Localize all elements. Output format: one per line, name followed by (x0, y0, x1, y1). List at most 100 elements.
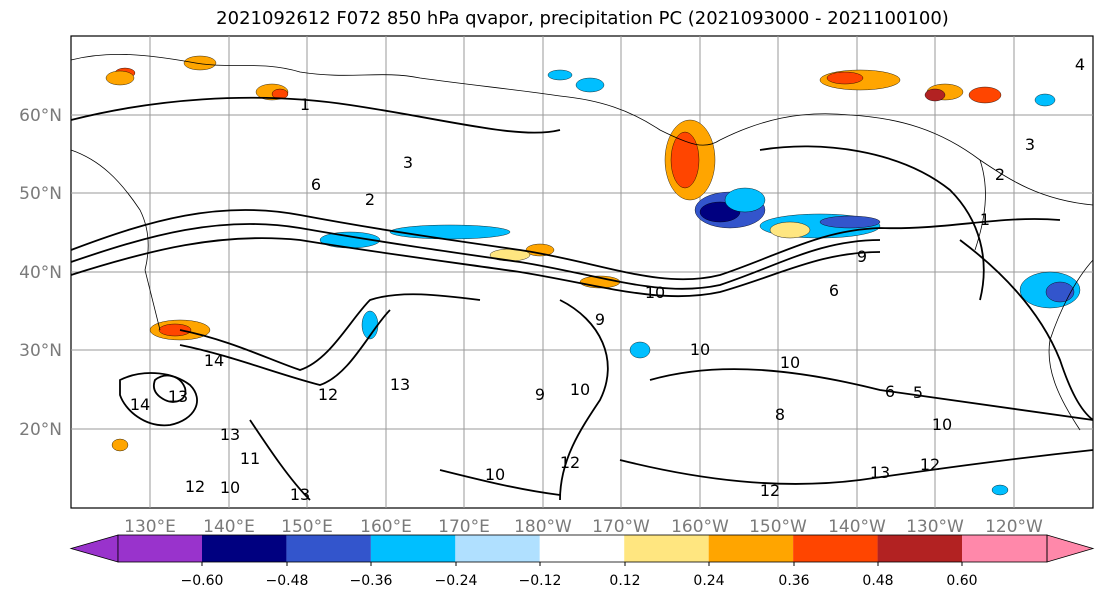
colorbar-arrow-right (1046, 534, 1095, 563)
lon-label: 160°W (671, 517, 729, 537)
contour-value-label: 10 (645, 283, 665, 302)
contour-value-label: 6 (311, 175, 321, 194)
contour-line (152, 374, 187, 403)
contour-value-label: 6 (829, 281, 839, 300)
precip-patch (1034, 93, 1056, 107)
contour-line (70, 96, 561, 134)
precip-patch (158, 323, 192, 337)
lon-label: 120°W (985, 517, 1043, 537)
colorbar-tick-label: −0.48 (266, 573, 309, 589)
contour-value-label: 6 (885, 382, 895, 401)
precip-shading (105, 55, 1081, 496)
lat-label: 60°N (19, 106, 62, 126)
contour-value-label: 12 (760, 481, 780, 500)
lon-label: 130°W (906, 517, 964, 537)
precip-patch (183, 55, 217, 71)
contour-value-label: 8 (775, 405, 785, 424)
contour-value-label: 11 (240, 449, 260, 468)
precip-patch (111, 438, 129, 452)
precip-patch (819, 215, 881, 229)
contour-value-label: 12 (920, 455, 940, 474)
contour-value-label: 13 (290, 485, 310, 504)
contour-value-label: 3 (1025, 135, 1035, 154)
contour-line (179, 309, 391, 386)
precip-patch (105, 70, 135, 86)
lon-label: 160°E (360, 517, 412, 537)
colorbar-tick-label: 0.48 (862, 573, 893, 589)
contour-line (439, 469, 561, 496)
colorbar-tick-label: 0.12 (609, 573, 640, 589)
colorbar: −0.60 −0.48 −0.36 −0.24 −0.12 0.12 0.24 0.36 0.4… (69, 534, 1095, 589)
contour-value-label: 1 (980, 210, 990, 229)
colorbar-segment (118, 535, 202, 562)
contour-value-label: 12 (318, 385, 338, 404)
contour-line (70, 209, 1061, 281)
precip-patch (629, 341, 651, 359)
lon-label: 150°E (281, 517, 333, 537)
lon-label: 180°W (514, 517, 572, 537)
precip-patch (1045, 281, 1075, 303)
contour-line (119, 372, 198, 427)
colorbar-tick-label: −0.12 (519, 573, 562, 589)
contour-value-label: 2 (995, 165, 1005, 184)
contour-line (649, 368, 1094, 421)
contour-value-label: 10 (485, 465, 505, 484)
precip-patch (769, 221, 811, 239)
lon-label: 140°E (203, 517, 255, 537)
contour-value-label: 10 (220, 478, 240, 497)
qvapor-contours (70, 96, 1094, 501)
contour-value-label: 13 (870, 463, 890, 482)
coastlines (70, 53, 1094, 431)
lat-label: 40°N (19, 263, 62, 283)
colorbar-tick-label: 0.36 (778, 573, 809, 589)
contour-value-label: 10 (570, 380, 590, 399)
contour-value-label: 5 (913, 383, 923, 402)
coastline (144, 269, 161, 331)
colorbar-segment (624, 535, 709, 562)
colorbar-tick-label: −0.24 (435, 573, 478, 589)
lon-label: 170°E (438, 517, 490, 537)
colorbar-outline (117, 534, 1048, 563)
contour-value-label: 13 (390, 375, 410, 394)
contour-value-label: 12 (560, 453, 580, 472)
precip-patch (547, 69, 573, 81)
coastline (719, 113, 1094, 206)
coastline (70, 149, 149, 271)
precip-patch (670, 131, 700, 189)
contour-line (959, 239, 1094, 421)
lat-label: 20°N (19, 420, 62, 440)
precip-patch (991, 484, 1009, 496)
contour-value-label: 9 (857, 247, 867, 266)
precip-patch (826, 71, 864, 85)
lon-label: 170°W (592, 517, 650, 537)
coastline (974, 159, 986, 251)
precip-patch (968, 86, 1002, 104)
coastline (559, 95, 721, 146)
colorbar-tick-label: 0.60 (946, 573, 977, 589)
colorbar-tick-label: −0.36 (350, 573, 393, 589)
contour-line (70, 223, 881, 290)
contour-value-label: 14 (204, 351, 224, 370)
contour-value-label: 13 (220, 425, 240, 444)
lat-label: 50°N (19, 184, 62, 204)
precip-patch (389, 224, 511, 240)
colorbar-segment (877, 535, 962, 562)
contour-value-label: 10 (932, 415, 952, 434)
colorbar-segment (455, 535, 540, 562)
contour-value-label: 12 (185, 477, 205, 496)
lon-label: 130°E (124, 517, 176, 537)
contour-value-label: 14 (130, 395, 150, 414)
contour-value-label: 3 (403, 153, 413, 172)
contour-value-label: 10 (690, 340, 710, 359)
colorbar-tick-label: −0.60 (181, 573, 224, 589)
contour-value-label: 9 (595, 310, 605, 329)
lon-label: 140°W (828, 517, 886, 537)
colorbar-segment (370, 535, 456, 562)
coastline (70, 53, 561, 97)
lat-label: 30°N (19, 341, 62, 361)
contour-line (249, 419, 311, 501)
longitude-ticks: 130°E 140°E 150°E 160°E 170°E 180°W 170°W 160°W… (124, 517, 1043, 537)
colorbar-segment (286, 535, 371, 562)
